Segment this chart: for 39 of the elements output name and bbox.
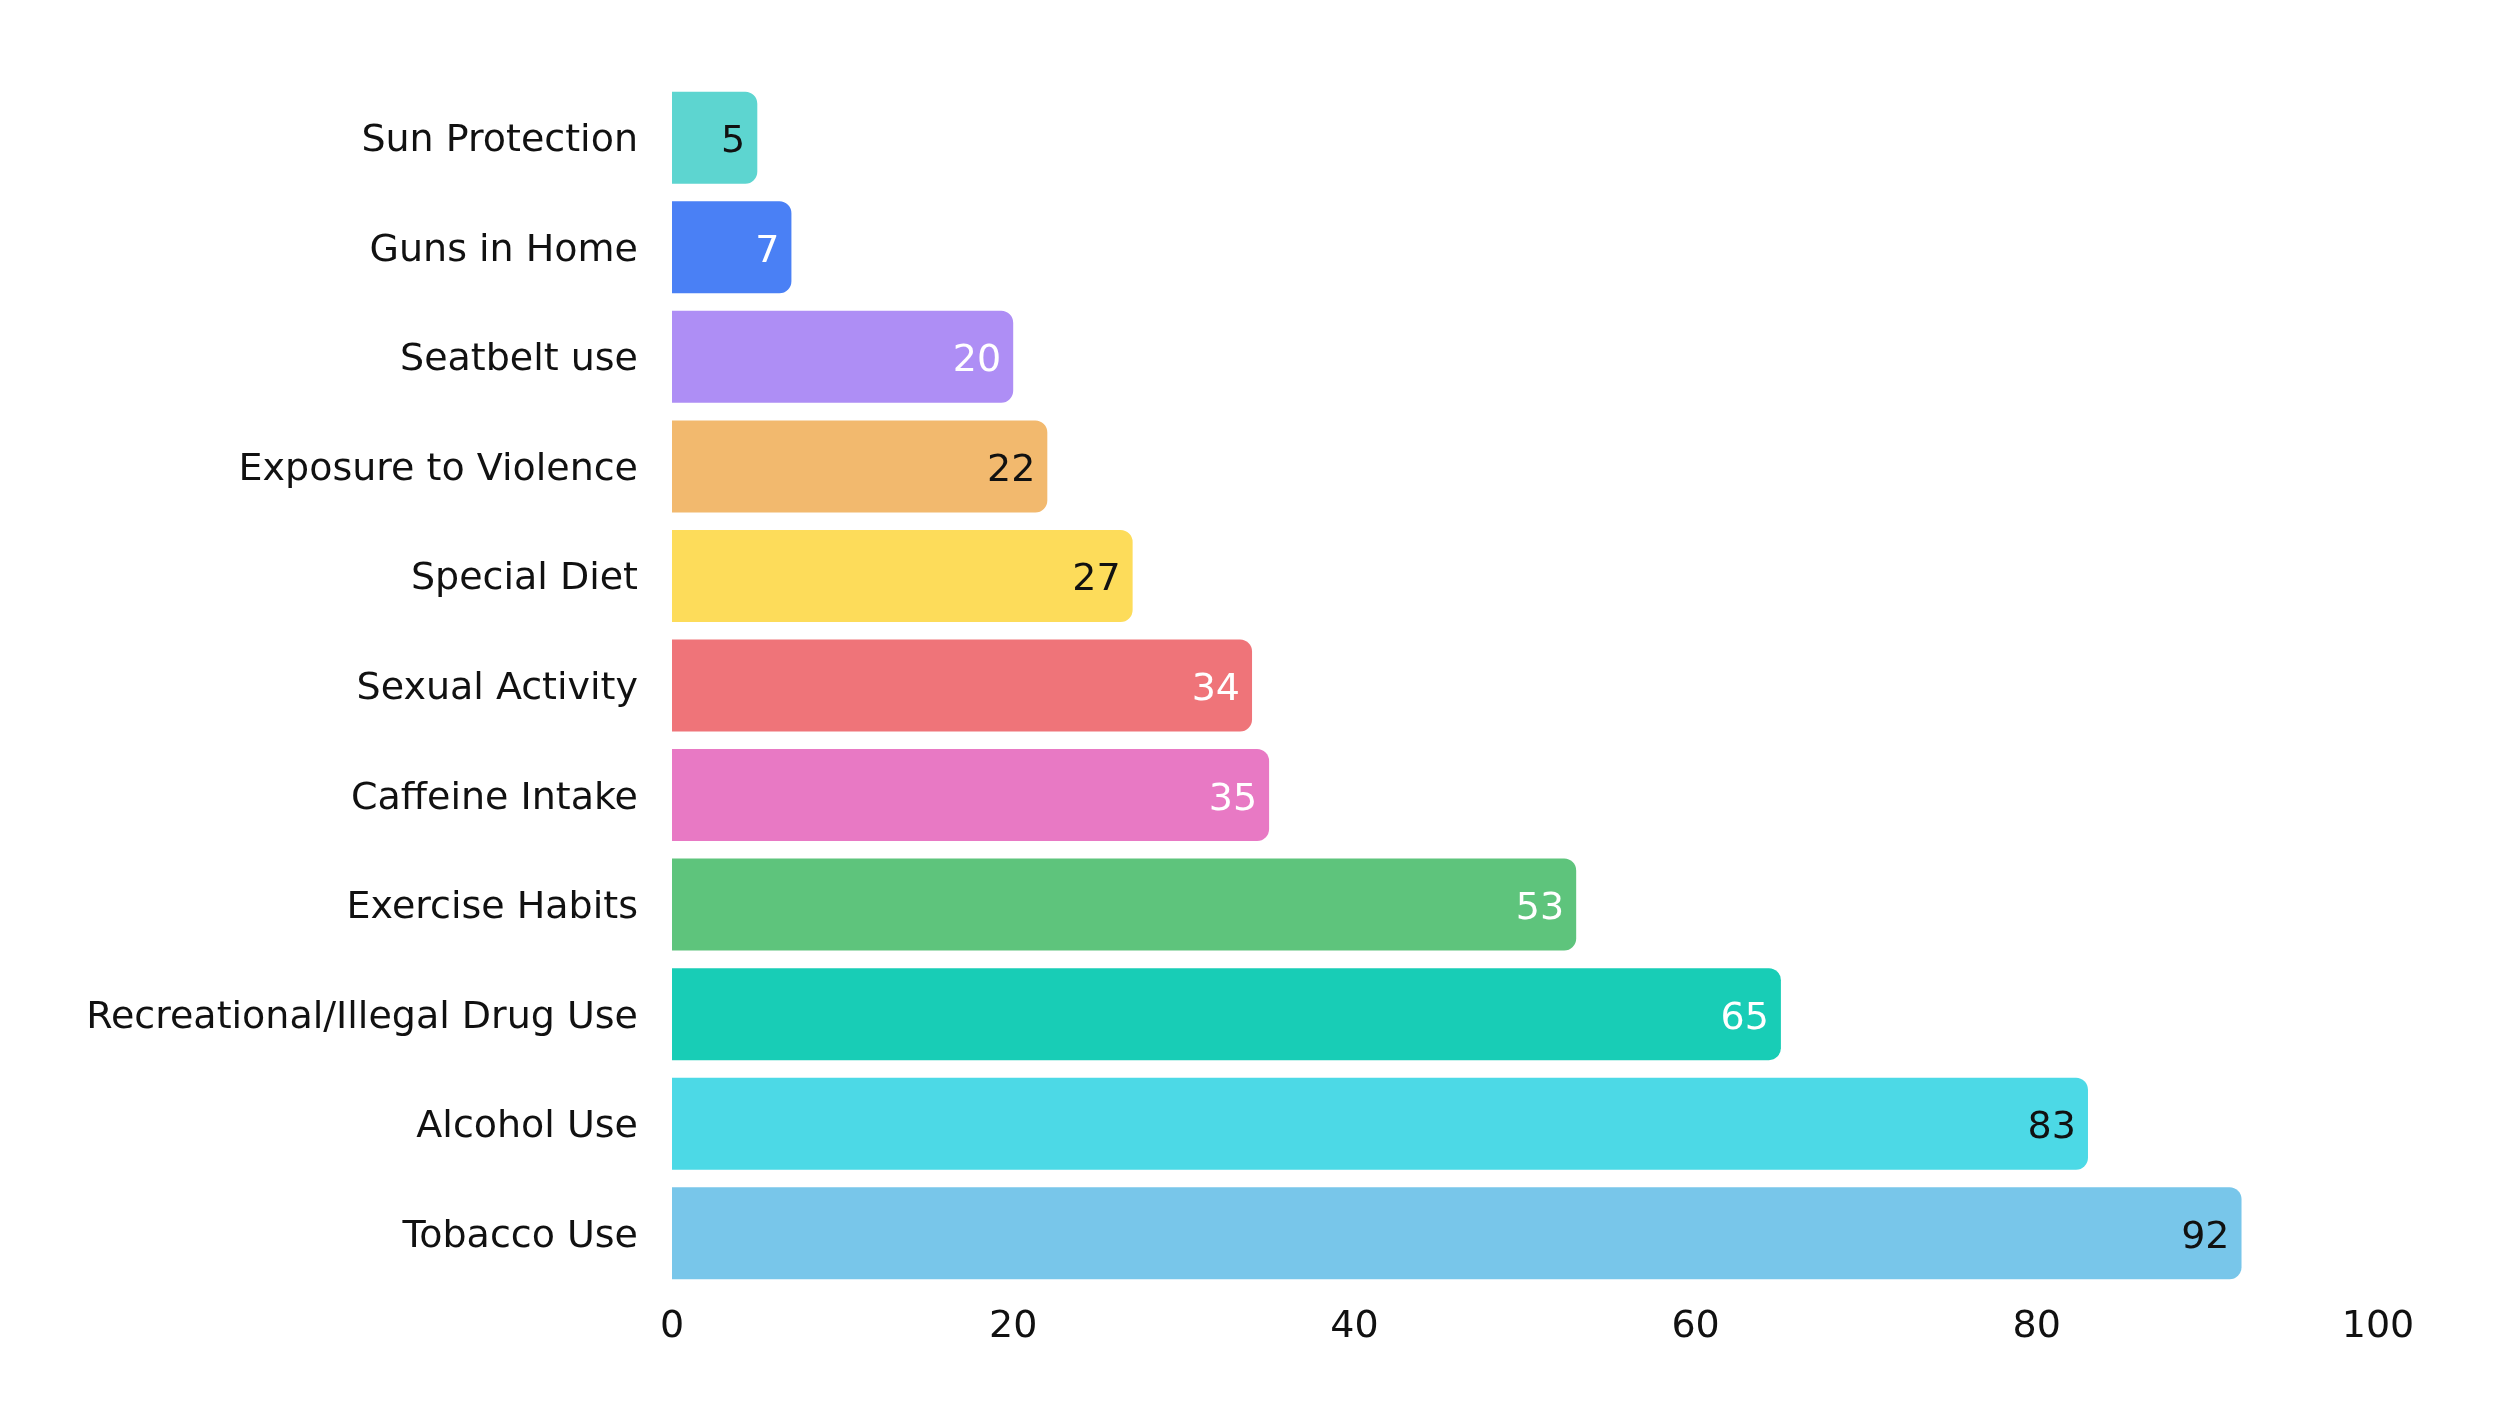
bar: [672, 529, 1133, 622]
bar: [672, 858, 1577, 951]
y-tick-label: Sun Protection: [361, 116, 638, 161]
x-tick-label: 100: [2341, 1301, 2415, 1346]
x-tick-label: 0: [659, 1301, 685, 1346]
y-tick-label: Guns in Home: [369, 225, 638, 270]
y-tick-label: Special Diet: [410, 554, 638, 599]
data-label: 35: [1208, 774, 1258, 819]
data-label: 53: [1515, 884, 1565, 929]
y-tick-label: Sexual Activity: [356, 663, 638, 708]
y-tick-label: Alcohol Use: [416, 1102, 638, 1147]
data-label: 7: [755, 226, 780, 271]
bar: [672, 1077, 2088, 1170]
data-label: 34: [1191, 664, 1241, 709]
y-tick-label: Seatbelt use: [400, 335, 638, 380]
y-tick-label: Exposure to Violence: [238, 444, 638, 489]
y-tick-label: Tobacco Use: [401, 1211, 638, 1256]
data-label: 83: [2027, 1103, 2076, 1148]
bar: [672, 201, 792, 294]
data-label: 65: [1720, 993, 1769, 1038]
x-tick-label: 80: [2012, 1301, 2061, 1346]
x-tick-label: 60: [1671, 1301, 1720, 1346]
data-label: 22: [986, 445, 1036, 490]
bar: [672, 968, 1781, 1061]
x-tick-label: 20: [989, 1301, 1038, 1346]
y-tick-label: Recreational/Illegal Drug Use: [86, 992, 638, 1037]
bar: [672, 749, 1270, 842]
data-label: 92: [2181, 1212, 2230, 1257]
bar: [672, 1187, 2242, 1280]
data-label: 20: [952, 336, 1002, 381]
data-label: 5: [721, 117, 746, 162]
x-tick-label: 40: [1330, 1301, 1379, 1346]
y-tick-label: Caffeine Intake: [351, 773, 638, 818]
bar: [672, 310, 1014, 403]
y-tick-label: Exercise Habits: [346, 883, 638, 928]
bar: [672, 420, 1048, 513]
bar: [672, 91, 758, 184]
data-label: 27: [1072, 555, 1121, 600]
bar: [672, 639, 1253, 732]
